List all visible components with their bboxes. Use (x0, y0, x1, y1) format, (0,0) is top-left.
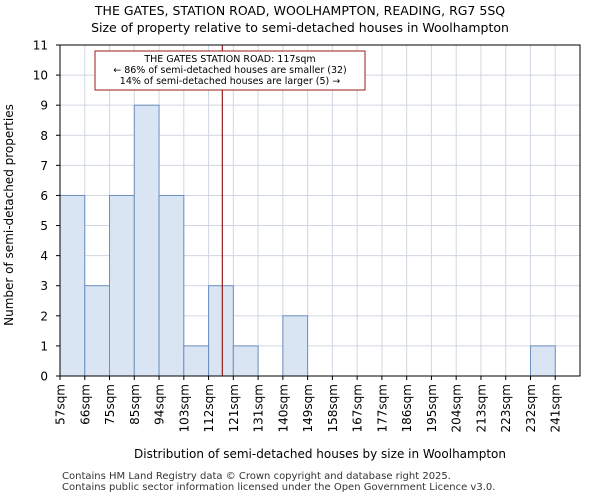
chart-title: THE GATES, STATION ROAD, WOOLHAMPTON, RE… (0, 2, 600, 36)
bar-57sqm (59, 194, 86, 377)
annotation-box: THE GATES STATION ROAD: 117sqm ← 86% of … (94, 50, 366, 91)
x-tick-label: 57sqm (54, 384, 68, 425)
footer: Contains HM Land Registry data © Crown c… (62, 471, 495, 493)
bar-94sqm (158, 194, 185, 377)
x-tick-label: 112sqm (202, 384, 216, 432)
bar-103sqm (183, 345, 210, 377)
footer-line-1: Contains HM Land Registry data © Crown c… (62, 471, 451, 482)
title-line-2: Size of property relative to semi-detach… (91, 20, 509, 35)
y-tick-label: 1 (40, 339, 48, 353)
x-tick-label: 186sqm (400, 384, 414, 432)
x-tick-label: 195sqm (425, 384, 439, 432)
title-line-1: THE GATES, STATION ROAD, WOOLHAMPTON, RE… (94, 3, 506, 18)
y-axis-label: Number of semi-detached properties (2, 104, 16, 326)
y-tick-label: 0 (40, 370, 48, 384)
x-tick-label: 204sqm (450, 384, 464, 432)
x-tick-label: 158sqm (326, 384, 340, 432)
bar-75sqm (109, 194, 135, 377)
plot-area-frame (59, 44, 581, 377)
x-tick-label: 177sqm (375, 384, 389, 432)
x-tick-label: 94sqm (153, 384, 167, 425)
x-tick-label: 131sqm (252, 384, 266, 432)
y-axis-ticks: 0 1 2 3 4 5 6 7 8 9 10 11 (33, 39, 60, 384)
x-tick-label: 213sqm (474, 384, 488, 432)
x-tick-label: 223sqm (499, 384, 513, 432)
x-tick-label: 232sqm (524, 384, 538, 432)
x-tick-label: 167sqm (351, 384, 365, 432)
footer-line-2: Contains public sector information licen… (62, 482, 496, 493)
histogram-chart: 0 1 2 3 4 5 6 7 8 9 10 11 57sqm 66sqm 75sqm 85sqm 94sqm… (2, 39, 581, 461)
x-tick-label: 149sqm (301, 384, 315, 432)
x-tick-label: 66sqm (78, 384, 92, 425)
annotation-line-2: ← 86% of semi-detached houses are smalle… (113, 65, 347, 76)
bar-121sqm (232, 345, 259, 377)
bars (59, 104, 556, 377)
x-tick-label: 241sqm (549, 384, 563, 432)
x-tick-label: 121sqm (227, 384, 241, 432)
y-tick-label: 10 (33, 69, 48, 83)
annotation-line-3: 14% of semi-detached houses are larger (… (120, 76, 340, 87)
y-tick-label: 4 (40, 249, 48, 263)
x-axis-label: Distribution of semi-detached houses by … (134, 447, 506, 461)
bar-140sqm (282, 315, 309, 377)
bar-112sqm (208, 285, 234, 377)
bar-66sqm (84, 285, 111, 377)
x-axis-ticks: 57sqm 66sqm 75sqm 85sqm 94sqm 103sqm 112sqm 121… (54, 376, 563, 432)
x-tick-label: 103sqm (177, 384, 191, 432)
bar-85sqm (133, 104, 160, 377)
x-tick-label: 75sqm (103, 384, 117, 425)
y-tick-label: 7 (40, 159, 48, 173)
y-tick-label: 3 (40, 279, 48, 293)
bar-232sqm (529, 345, 556, 377)
y-tick-label: 5 (40, 219, 48, 233)
y-tick-label: 8 (40, 129, 48, 143)
y-tick-label: 9 (40, 99, 48, 113)
y-tick-label: 11 (33, 39, 48, 53)
x-tick-label: 140sqm (276, 384, 290, 432)
y-tick-label: 6 (40, 189, 48, 203)
annotation-frame (94, 50, 366, 91)
annotation-line-1: THE GATES STATION ROAD: 117sqm (143, 54, 315, 65)
x-tick-label: 85sqm (128, 384, 142, 425)
y-tick-label: 2 (40, 309, 48, 323)
